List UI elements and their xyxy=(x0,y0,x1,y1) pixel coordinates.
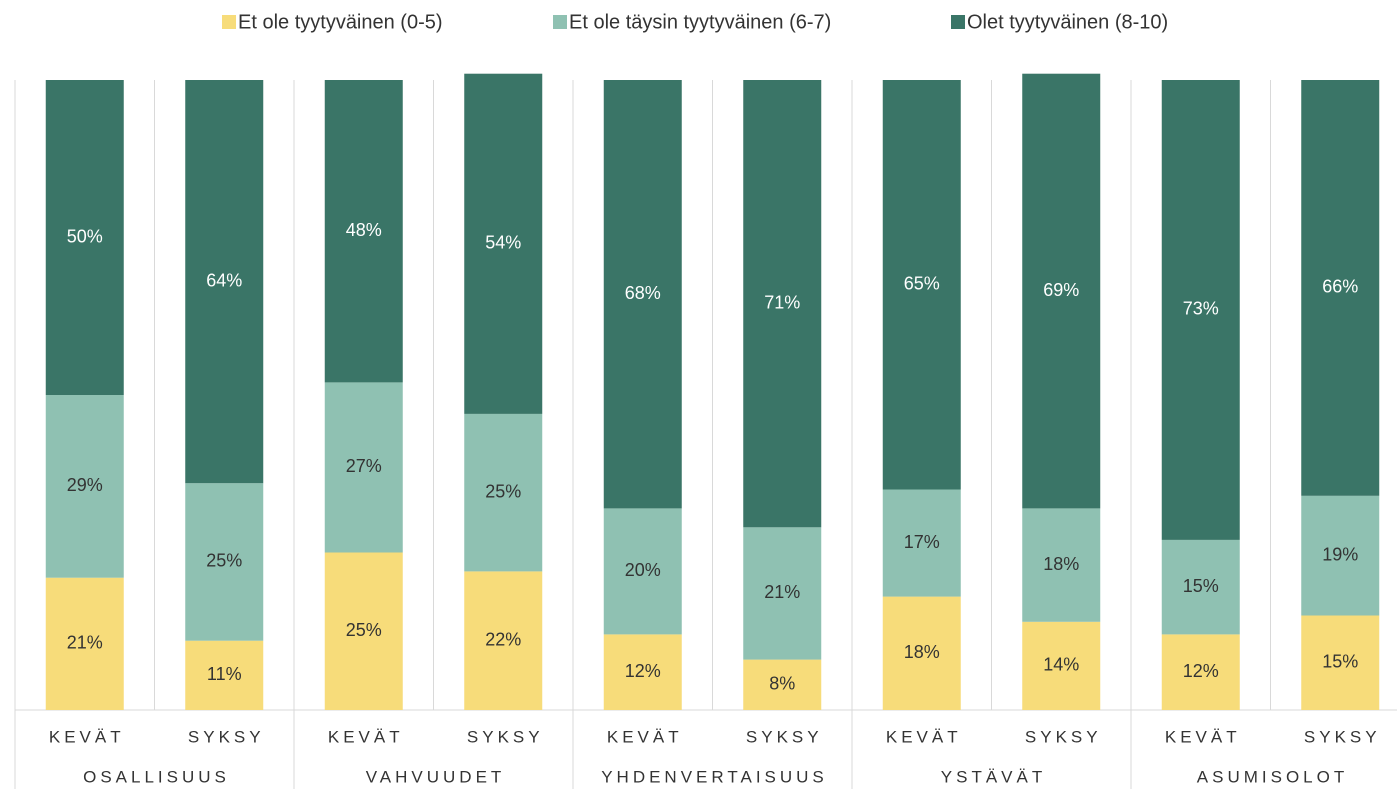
bar-segment xyxy=(185,640,264,710)
data-label: 29% xyxy=(67,475,103,495)
bar-segment xyxy=(324,552,403,710)
x-tick-label: KEVÄT xyxy=(328,727,404,746)
bar-segment xyxy=(324,80,403,383)
group-label: OSALLISUUS xyxy=(83,767,230,786)
legend-swatch xyxy=(553,15,567,29)
bar-segment xyxy=(464,73,543,414)
bar-segment xyxy=(45,80,124,395)
bar-segment xyxy=(603,80,682,509)
bar-segment xyxy=(603,634,682,710)
bar-segment xyxy=(882,80,961,490)
data-label: 73% xyxy=(1183,299,1219,319)
group-label: YSTÄVÄT xyxy=(941,767,1046,786)
data-label: 71% xyxy=(764,292,800,312)
bar-segment xyxy=(1301,495,1380,616)
data-label: 25% xyxy=(206,551,242,571)
legend-label: Et ole tyytyväinen (0-5) xyxy=(238,11,443,33)
x-tick-label: KEVÄT xyxy=(49,727,125,746)
bar-segment xyxy=(1161,80,1240,540)
bar-segment xyxy=(185,483,264,641)
data-label: 22% xyxy=(485,629,521,649)
x-tick-label: KEVÄT xyxy=(1165,727,1241,746)
group-label: VAHVUUDET xyxy=(366,767,506,786)
data-label: 50% xyxy=(67,226,103,246)
x-tick-label: SYKSY xyxy=(1304,727,1381,746)
data-label: 65% xyxy=(904,274,940,294)
data-label: 17% xyxy=(904,532,940,552)
bar-segment xyxy=(1161,539,1240,635)
bar-segment xyxy=(185,80,264,484)
bar-segment xyxy=(1301,80,1380,496)
legend-label: Et ole täysin tyytyväinen (6-7) xyxy=(569,11,831,33)
bar-segment xyxy=(45,395,124,578)
data-label: 15% xyxy=(1183,576,1219,596)
data-label: 25% xyxy=(346,620,382,640)
group-label: ASUMISOLOT xyxy=(1197,767,1348,786)
data-label: 68% xyxy=(625,283,661,303)
data-label: 8% xyxy=(769,674,795,694)
data-label: 54% xyxy=(485,233,521,253)
bar-segment xyxy=(464,413,543,572)
legend-label: Olet tyytyväinen (8-10) xyxy=(967,11,1168,33)
bar-segment xyxy=(882,596,961,710)
x-tick-label: SYKSY xyxy=(188,727,265,746)
data-label: 27% xyxy=(346,456,382,476)
data-label: 20% xyxy=(625,560,661,580)
legend-swatch xyxy=(222,15,236,29)
data-label: 15% xyxy=(1322,652,1358,672)
bar-segment xyxy=(1022,508,1101,622)
data-label: 48% xyxy=(346,220,382,240)
data-label: 19% xyxy=(1322,544,1358,564)
data-label: 12% xyxy=(1183,661,1219,681)
bar-segment xyxy=(1161,634,1240,710)
data-label: 12% xyxy=(625,661,661,681)
bar-segment xyxy=(45,577,124,710)
data-label: 66% xyxy=(1322,277,1358,297)
x-tick-label: KEVÄT xyxy=(886,727,962,746)
data-label: 11% xyxy=(207,664,242,684)
legend-swatch xyxy=(951,15,965,29)
data-label: 69% xyxy=(1043,280,1079,300)
data-label: 21% xyxy=(67,633,103,653)
bar-segment xyxy=(1022,73,1101,509)
data-label: 64% xyxy=(206,270,242,290)
bar-segment xyxy=(603,508,682,635)
bar-segment xyxy=(1301,615,1380,710)
bar-segment xyxy=(743,659,822,710)
data-label: 21% xyxy=(764,582,800,602)
bar-segment xyxy=(743,527,822,660)
bar-segment xyxy=(1022,621,1101,710)
bar-segment xyxy=(882,489,961,597)
x-tick-label: SYKSY xyxy=(467,727,544,746)
x-tick-label: KEVÄT xyxy=(607,727,683,746)
x-tick-label: SYKSY xyxy=(746,727,823,746)
data-label: 25% xyxy=(485,481,521,501)
data-label: 14% xyxy=(1043,655,1079,675)
bar-segment xyxy=(324,382,403,553)
data-label: 18% xyxy=(1043,554,1079,574)
bar-segment xyxy=(743,80,822,528)
group-label: YHDENVERTAISUUS xyxy=(601,767,828,786)
x-tick-label: SYKSY xyxy=(1025,727,1102,746)
bar-segment xyxy=(464,571,543,710)
data-label: 18% xyxy=(904,642,940,662)
